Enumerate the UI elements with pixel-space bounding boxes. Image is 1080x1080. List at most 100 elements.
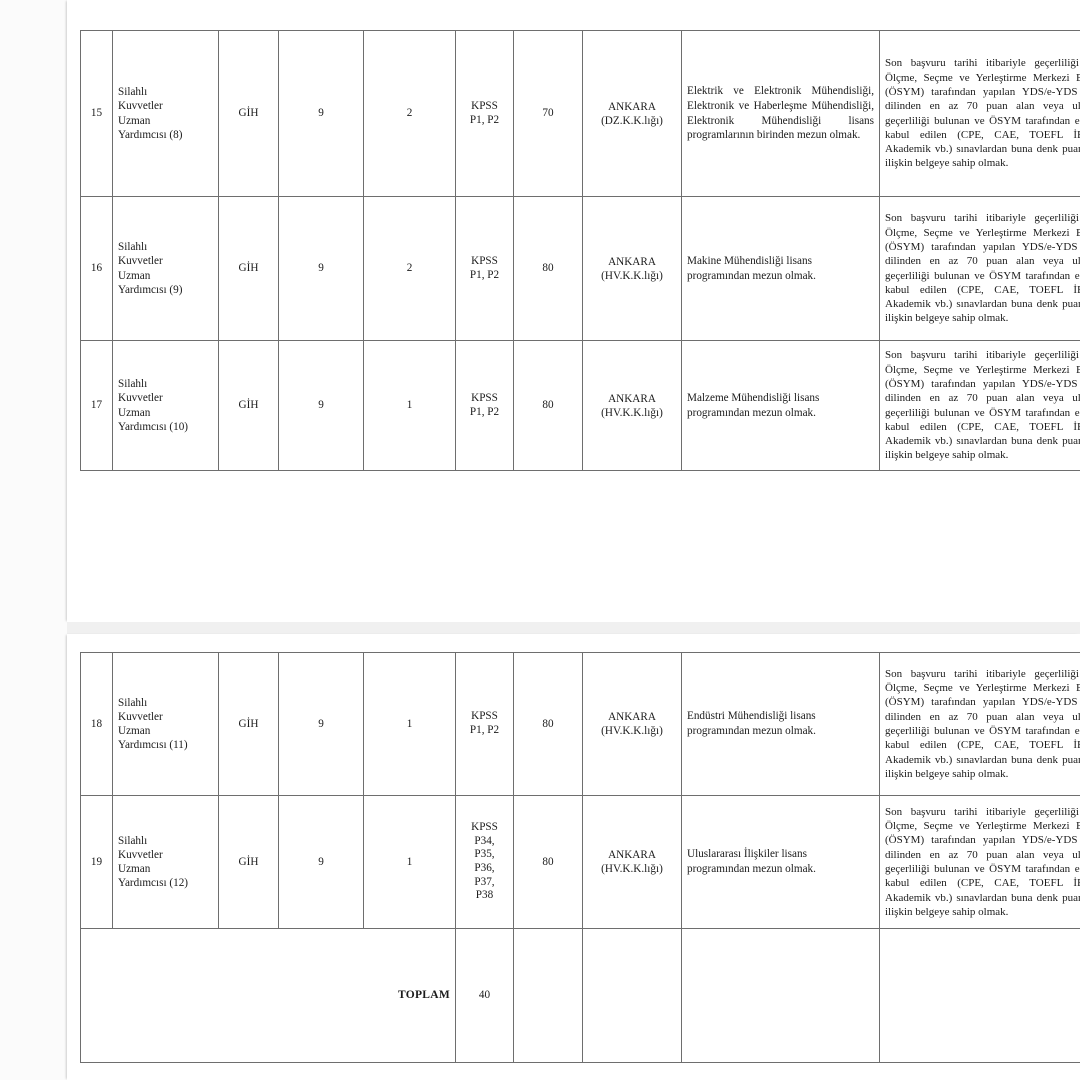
title-line: Yardımcısı (8) <box>118 128 183 141</box>
cell-min-score: 80 <box>513 795 583 929</box>
kpss-line: P35, <box>474 848 495 861</box>
cell-kpss-type: KPSS P1, P2 <box>455 340 514 471</box>
cell-position-title: Silahlı Kuvvetler Uzman Yardımcısı (10) <box>112 340 219 471</box>
location-line: (HV.K.K.lığı) <box>601 863 663 875</box>
table-row: 18 Silahlı Kuvvetler Uzman Yardımcısı (1… <box>80 652 1080 796</box>
cell-other-conditions: Son başvuru tarihi itibariyle geçerliliğ… <box>879 652 1080 796</box>
document-page-2: 18 Silahlı Kuvvetler Uzman Yardımcısı (1… <box>67 634 1080 1080</box>
cell-duty-location: ANKARA (HV.K.K.lığı) <box>582 196 682 341</box>
total-value: 40 <box>455 928 514 1063</box>
location-line: ANKARA <box>608 392 656 405</box>
cell-other-conditions: Son başvuru tarihi itibariyle geçerliliğ… <box>879 30 1080 197</box>
cell-education-requirement: Endüstri Mühendisliği lisans programında… <box>681 652 880 796</box>
kpss-line: KPSS <box>471 254 498 267</box>
cell-min-score: 70 <box>513 30 583 197</box>
cell-kpss-type: KPSS P34, P35, P36, P37, P38 <box>455 795 514 929</box>
location-line: (HV.K.K.lığı) <box>601 725 663 737</box>
cell-service-class: GİH <box>218 652 279 796</box>
cell-grade: 9 <box>278 795 364 929</box>
location-line: ANKARA <box>608 711 656 723</box>
cell-row-number: 16 <box>80 196 113 341</box>
cell-kpss-type: KPSS P1, P2 <box>455 196 514 341</box>
kpss-line: P38 <box>475 889 494 902</box>
cell-service-class: GİH <box>218 30 279 197</box>
title-line: Kuvvetler <box>118 392 163 405</box>
education-line: programından mezun olmak. <box>687 269 816 282</box>
location-line: ANKARA <box>608 849 656 861</box>
total-empty-cell <box>879 928 1080 1063</box>
location-line: (HV.K.K.lığı) <box>601 406 663 419</box>
cell-min-score: 80 <box>513 652 583 796</box>
total-empty-cell <box>582 928 682 1063</box>
cell-duty-location: ANKARA (DZ.K.K.lığı) <box>582 30 682 197</box>
cell-grade: 9 <box>278 30 364 197</box>
kpss-line: P36, <box>474 862 495 874</box>
cell-education-requirement: Makine Mühendisliği lisans programından … <box>681 196 880 341</box>
title-line: Silahlı <box>118 696 148 709</box>
cell-quantity: 2 <box>363 196 456 341</box>
cell-other-conditions: Son başvuru tarihi itibariyle geçerliliğ… <box>879 196 1080 341</box>
kpss-line: P37, <box>474 875 495 888</box>
location-line: ANKARA <box>608 100 656 113</box>
cell-education-requirement: Malzeme Mühendisliği lisans programından… <box>681 340 880 471</box>
cell-duty-location: ANKARA (HV.K.K.lığı) <box>582 340 682 471</box>
title-line: Yardımcısı (12) <box>118 877 189 890</box>
education-line: programından mezun olmak. <box>687 725 816 737</box>
cell-row-number: 18 <box>80 652 113 796</box>
cell-position-title: Silahlı Kuvvetler Uzman Yardımcısı (9) <box>112 196 219 341</box>
title-line: Silahlı <box>118 834 148 847</box>
education-line: Malzeme Mühendisliği lisans <box>687 391 820 404</box>
title-line: Yardımcısı (11) <box>118 739 188 752</box>
cell-service-class: GİH <box>218 795 279 929</box>
title-line: Uzman <box>118 406 151 419</box>
cell-min-score: 80 <box>513 340 583 471</box>
cell-grade: 9 <box>278 340 364 471</box>
location-line: (HV.K.K.lığı) <box>601 269 663 282</box>
title-line: Uzman <box>118 725 151 737</box>
cell-row-number: 17 <box>80 340 113 471</box>
kpss-line: P1, P2 <box>469 724 500 736</box>
cell-duty-location: ANKARA (HV.K.K.lığı) <box>582 652 682 796</box>
cell-quantity: 1 <box>363 340 456 471</box>
cell-kpss-type: KPSS P1, P2 <box>455 30 514 197</box>
document-page-1: 15 Silahlı Kuvvetler Uzman Yardımcısı (8… <box>67 0 1080 622</box>
kpss-line: KPSS <box>471 821 498 834</box>
cell-quantity: 1 <box>363 795 456 929</box>
title-line: Kuvvetler <box>118 710 163 723</box>
cell-other-conditions: Son başvuru tarihi itibariyle geçerliliğ… <box>879 340 1080 471</box>
kpss-line: KPSS <box>471 391 498 404</box>
cell-quantity: 1 <box>363 652 456 796</box>
location-line: (DZ.K.K.lığı) <box>601 114 663 127</box>
title-line: Silahlı <box>118 86 148 99</box>
cell-position-title: Silahlı Kuvvetler Uzman Yardımcısı (12) <box>112 795 219 929</box>
table-total-row: TOPLAM 40 <box>80 928 1080 1063</box>
title-line: Kuvvetler <box>118 100 163 113</box>
cell-other-conditions: Son başvuru tarihi itibariyle geçerliliğ… <box>879 795 1080 929</box>
cell-quantity: 2 <box>363 30 456 197</box>
kpss-line: KPSS <box>471 710 498 723</box>
total-label: TOPLAM <box>80 928 456 1063</box>
title-line: Uzman <box>118 269 151 282</box>
cell-min-score: 80 <box>513 196 583 341</box>
cell-kpss-type: KPSS P1, P2 <box>455 652 514 796</box>
total-empty-cell <box>513 928 583 1063</box>
cell-position-title: Silahlı Kuvvetler Uzman Yardımcısı (11) <box>112 652 219 796</box>
title-line: Silahlı <box>118 241 148 254</box>
cell-service-class: GİH <box>218 340 279 471</box>
cell-row-number: 19 <box>80 795 113 929</box>
kpss-line: KPSS <box>471 99 498 112</box>
education-line: Uluslararası İlişkiler lisans <box>687 848 807 861</box>
cell-grade: 9 <box>278 652 364 796</box>
page-separator <box>67 622 1080 634</box>
education-line: programından mezun olmak. <box>687 863 816 875</box>
education-line: Endüstri Mühendisliği lisans <box>687 710 816 723</box>
location-line: ANKARA <box>608 255 656 268</box>
title-line: Uzman <box>118 863 151 875</box>
education-line: Makine Mühendisliği lisans <box>687 254 812 267</box>
title-line: Kuvvetler <box>118 255 163 268</box>
cell-grade: 9 <box>278 196 364 341</box>
recruitment-table-page-1: 15 Silahlı Kuvvetler Uzman Yardımcısı (8… <box>80 30 1080 471</box>
kpss-line: P1, P2 <box>469 268 500 281</box>
title-line: Yardımcısı (10) <box>118 420 189 433</box>
